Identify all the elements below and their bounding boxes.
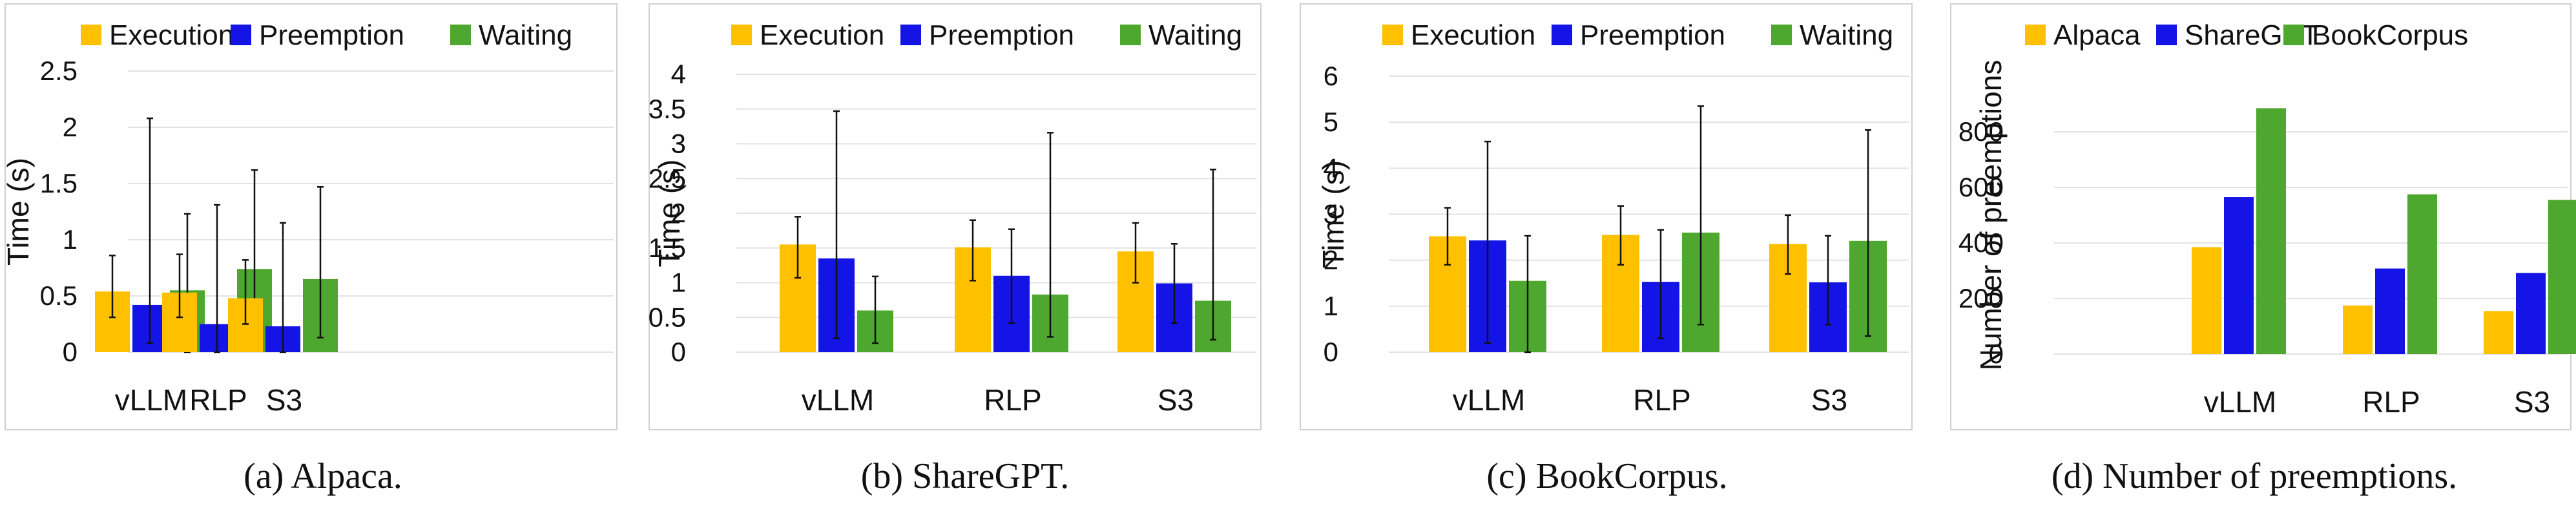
y-tick-label: 0: [671, 337, 686, 367]
x-tick-label: RLP: [984, 383, 1041, 417]
y-tick-label: 800: [1958, 116, 2004, 147]
y-tick-label: 1: [671, 268, 686, 298]
y-tick-label: 2: [63, 112, 78, 142]
y-tick-label: 1.5: [649, 233, 686, 263]
legend-label: Execution: [109, 19, 234, 51]
x-tick-label: vLLM: [802, 383, 874, 417]
legend-label: BookCorpus: [2312, 19, 2468, 51]
legend-label: Alpaca: [2053, 19, 2141, 51]
x-tick-label: RLP: [2362, 385, 2420, 419]
panel-c: 0 1 2 3 4 5 6 Time (s) Execution Preemption Waitin…: [1300, 3, 1913, 496]
y-tick-label: 1: [1324, 291, 1338, 321]
bar: [2375, 268, 2405, 354]
bar: [2548, 200, 2576, 354]
y-axis-label: Time (s): [652, 160, 686, 268]
y-tick-label: 4: [1324, 152, 1338, 183]
x-tick-label: vLLM: [115, 383, 187, 417]
bar: [2516, 273, 2546, 354]
bar: [2192, 247, 2221, 354]
panel-border: [649, 3, 1262, 430]
panel-caption: (a) Alpaca.: [244, 456, 402, 496]
legend-swatch: [1382, 25, 1403, 45]
y-tick-label: 2: [1324, 245, 1338, 275]
legend-swatch: [2025, 25, 2046, 45]
legend-swatch: [1552, 25, 1572, 45]
y-tick-label: 3: [1324, 199, 1338, 229]
y-tick-label: 200: [1958, 283, 2004, 313]
x-tick-label: S3: [1158, 383, 1194, 417]
y-axis-label: Time (s): [1316, 160, 1350, 268]
y-tick-label: 0.5: [40, 280, 78, 311]
legend-swatch: [450, 25, 471, 45]
panel-b: 0 0.5 1 1.5 2 2.5 3 3.5 4 Time (s) Execution Preemp…: [649, 3, 1262, 496]
y-tick-label: 1.5: [40, 168, 78, 198]
y-tick-label: 0.5: [649, 302, 686, 332]
legend-label: Waiting: [479, 19, 572, 51]
panel-caption: (b) ShareGPT.: [861, 456, 1069, 496]
panel-caption: (d) Number of preemptions.: [2051, 456, 2457, 496]
y-tick-label: 1: [63, 224, 78, 255]
x-tick-label: RLP: [189, 383, 247, 417]
legend-swatch: [2283, 25, 2304, 45]
bar: [2407, 194, 2437, 354]
panel-caption: (c) BookCorpus.: [1486, 456, 1727, 496]
y-tick-label: 0: [63, 337, 78, 367]
y-tick-label: 6: [1324, 61, 1338, 91]
x-tick-label: S3: [266, 383, 302, 417]
panel-border: [1300, 3, 1913, 430]
y-axis-label: Time (s): [1, 158, 35, 266]
legend-swatch: [81, 25, 101, 45]
legend-label: Preemption: [259, 19, 404, 51]
y-tick-label: 600: [1958, 172, 2004, 202]
legend-swatch: [900, 25, 921, 45]
y-tick-label: 4: [671, 59, 686, 89]
legend-label: Waiting: [1800, 19, 1893, 51]
x-tick-label: S3: [1811, 383, 1847, 417]
x-tick-label: vLLM: [1453, 383, 1525, 417]
legend-swatch: [1120, 25, 1141, 45]
y-tick-label: 0: [1324, 337, 1338, 367]
bar: [2256, 108, 2286, 354]
bar: [2343, 305, 2373, 354]
y-tick-label: 400: [1958, 227, 2004, 258]
y-tick-label: 2: [671, 198, 686, 228]
legend-label: Waiting: [1148, 19, 1242, 51]
legend-label: Preemption: [1580, 19, 1725, 51]
legend-swatch: [231, 25, 251, 45]
y-tick-label: 2.5: [40, 56, 78, 86]
legend-swatch: [1771, 25, 1792, 45]
legend-swatch: [731, 25, 752, 45]
x-tick-label: S3: [2514, 385, 2550, 419]
x-tick-label: RLP: [1633, 383, 1690, 417]
legend-label: Execution: [1411, 19, 1535, 51]
bar: [2224, 197, 2254, 354]
legend-label: Execution: [760, 19, 884, 51]
y-tick-label: 0: [1989, 339, 2004, 369]
y-axis-label: Number of preemptions: [1974, 60, 2008, 371]
y-tick-label: 5: [1324, 107, 1338, 137]
bar: [2484, 311, 2513, 354]
panel-a: 0 0.5 1 1.5 2 2.5 Time (s) Execution Preemption W…: [1, 3, 618, 496]
y-tick-label: 3: [671, 129, 686, 159]
legend-swatch: [2156, 25, 2177, 45]
x-tick-label: vLLM: [2204, 385, 2276, 419]
legend-label: Preemption: [929, 19, 1074, 51]
panel-border: [5, 3, 618, 430]
y-tick-label: 2.5: [649, 163, 686, 193]
y-tick-label: 3.5: [649, 94, 686, 124]
